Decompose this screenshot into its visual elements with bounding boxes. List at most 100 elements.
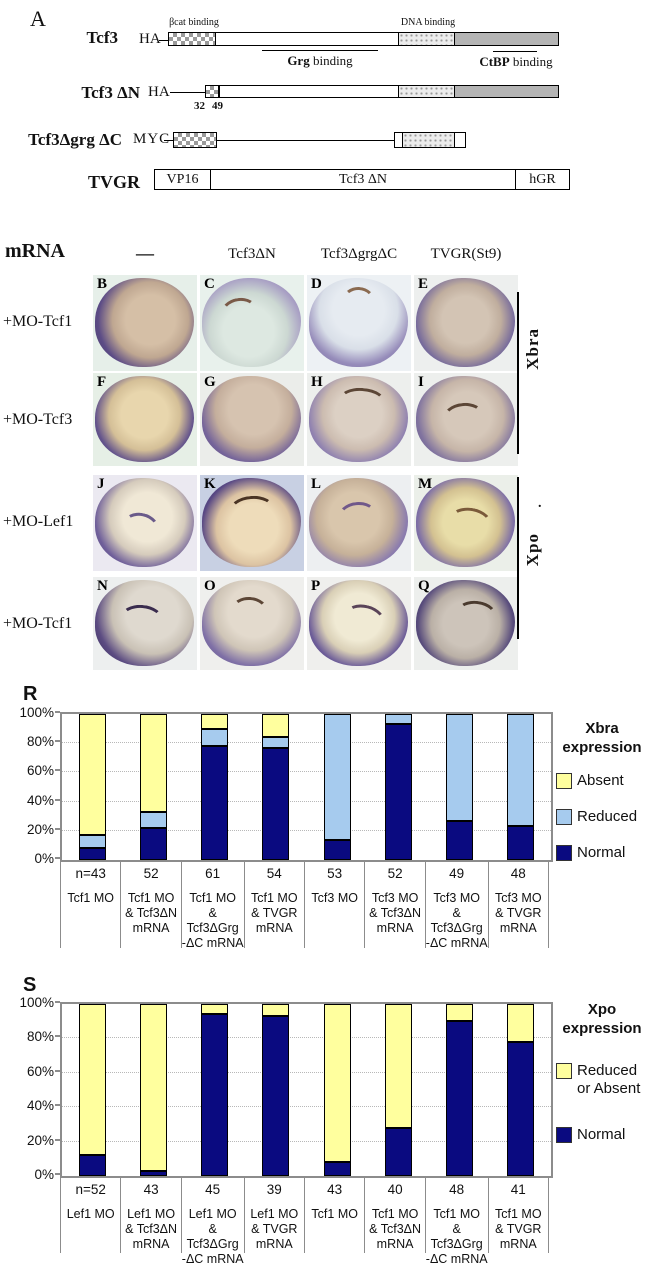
tvgr-vp16-segment: VP16 xyxy=(155,170,211,189)
embryo-letter-H: H xyxy=(311,374,323,390)
legend-label: Absent xyxy=(577,772,624,789)
connector-line xyxy=(164,140,173,141)
chart-xpo: S 0% 20% 40% 60% 80% 100% n=52 Lef1 MO 43 Lef1 MO… xyxy=(0,960,647,1280)
gridline-80 xyxy=(62,1037,551,1039)
tag-ha-1: HA xyxy=(139,31,161,47)
category-cell-8: 41 Tcf1 MO & TVGR mRNA xyxy=(489,1176,549,1253)
row-label-mo-tcf1: +MO-Tcf1 xyxy=(3,313,73,330)
sample-size: n=43 xyxy=(75,866,106,881)
embryo-panel-C: C xyxy=(200,275,304,371)
gridline-40 xyxy=(62,1106,551,1108)
bar-segment-normal xyxy=(445,820,473,860)
category-label: Tcf1 MO & Tcf3ΔN mRNA xyxy=(369,1207,422,1251)
embryo-image-K xyxy=(202,477,301,568)
y-tick-label-0: 0% xyxy=(34,851,54,866)
category-label: Lef1 MO & TVGR mRNA xyxy=(250,1207,299,1251)
embryo-letter-C: C xyxy=(204,276,215,292)
tcf3-domain-bar xyxy=(168,32,559,46)
y-tick-label-60: 60% xyxy=(26,763,54,779)
tcf3dgrgdc-end-box xyxy=(394,132,466,148)
embryo-image-P xyxy=(309,579,408,667)
y-tick-mark xyxy=(55,857,60,859)
stacked-bar-4 xyxy=(262,714,290,860)
hgr-label: hGR xyxy=(529,171,556,187)
category-axis: n=43 Tcf1 MO 52 Tcf1 MO & Tcf3ΔN mRNA 61 Tcf1 M… xyxy=(60,860,549,950)
tag-ha-2: HA xyxy=(148,84,170,100)
bar-segment-normal xyxy=(140,1170,168,1176)
bar-segment-reduced-or-absent xyxy=(384,1004,412,1128)
category-cell-3: 61 Tcf1 MO & Tcf3ΔGrg -ΔC mRNA xyxy=(182,860,245,950)
embryo-image-N xyxy=(95,579,194,667)
bar-segment-reduced-or-absent xyxy=(262,1004,290,1017)
legend-color-chip xyxy=(556,1127,572,1143)
bar-segment-reduced xyxy=(79,835,107,849)
construct-name-tcf3: Tcf3 xyxy=(86,28,119,47)
legend-item-absent: Absent xyxy=(556,772,647,790)
stacked-bar-1 xyxy=(79,714,107,860)
bar-segment-absent xyxy=(201,714,229,729)
sample-size: 41 xyxy=(510,1182,526,1197)
embryo-panel-J: J xyxy=(93,475,197,571)
legend-item-normal: Normal xyxy=(556,844,647,862)
dna-binding-domain xyxy=(398,33,455,45)
category-label: Tcf3 MO & Tcf3ΔGrg -ΔC mRNA xyxy=(425,891,488,950)
embryo-panel-B: B xyxy=(93,275,197,371)
xbra-bracket-line xyxy=(517,292,519,454)
column-header-none: — xyxy=(136,243,154,263)
y-tick-mark xyxy=(55,1035,60,1038)
embryo-panel-K: K xyxy=(200,475,304,571)
connector-line xyxy=(170,92,205,93)
dna-binding-domain xyxy=(398,86,455,97)
embryo-image-Q xyxy=(416,579,515,667)
bar-segment-normal xyxy=(384,1127,412,1176)
bar-segment-reduced xyxy=(323,714,351,840)
stacked-bar-6 xyxy=(384,1004,412,1176)
bar-segment-normal xyxy=(262,1016,290,1176)
embryo-panel-O: O xyxy=(200,577,304,670)
gridline-60 xyxy=(62,771,551,773)
y-tick-mark xyxy=(55,1138,60,1141)
sample-size: 40 xyxy=(387,1182,403,1197)
y-tick-mark xyxy=(55,711,60,713)
bar-segment-reduced xyxy=(262,737,290,748)
bar-segment-normal xyxy=(506,1041,534,1176)
bar-segment-normal xyxy=(323,1162,351,1176)
gridline-80 xyxy=(62,742,551,744)
tvgr-bar: VP16 Tcf3 ΔN hGR xyxy=(154,169,570,190)
bar-segment-reduced-or-absent xyxy=(201,1004,229,1015)
embryo-letter-J: J xyxy=(97,476,105,492)
stacked-bar-4 xyxy=(262,1004,290,1176)
stacked-bar-5 xyxy=(323,1004,351,1176)
y-tick-label-40: 40% xyxy=(26,792,54,808)
embryo-panel-L: L xyxy=(307,475,411,571)
embryo-grid-section: mRNA — Tcf3ΔN Tcf3ΔgrgΔC TVGR(St9) +MO-T… xyxy=(0,238,647,674)
category-label: Lef1 MO xyxy=(66,1207,115,1221)
tvgr-tcf3dn-segment: Tcf3 ΔN xyxy=(211,170,516,189)
embryo-letter-K: K xyxy=(204,476,216,492)
category-cell-6: 52 Tcf3 MO & Tcf3ΔN mRNA xyxy=(365,860,426,948)
column-header-tcf3dn: Tcf3ΔN xyxy=(228,246,276,262)
y-tick-mark xyxy=(55,827,60,830)
gridline-40 xyxy=(62,800,551,802)
bar-segment-reduced xyxy=(140,811,168,828)
embryo-letter-Q: Q xyxy=(418,578,430,594)
xbra-side-label: Xbra xyxy=(523,328,542,370)
y-tick-mark xyxy=(55,1104,60,1107)
embryo-image-E xyxy=(416,277,515,368)
category-axis: n=52 Lef1 MO 43 Lef1 MO & Tcf3ΔN mRNA 45 Lef1 M… xyxy=(60,1176,549,1266)
construct-name-tcf3dgrgdc: Tcf3Δgrg ΔC xyxy=(28,130,122,149)
embryo-letter-B: B xyxy=(97,276,108,292)
end-box-white-right xyxy=(455,133,465,147)
construct-name-tcf3dn: Tcf3 ΔN xyxy=(81,83,140,102)
embryo-panel-E: E xyxy=(414,275,518,371)
row-label-mo-tcf3: +MO-Tcf3 xyxy=(3,411,73,428)
embryo-panel-F: F xyxy=(93,373,197,466)
embryo-letter-P: P xyxy=(311,578,321,594)
sample-size: 48 xyxy=(449,1182,465,1197)
bar-segment-reduced-or-absent xyxy=(79,1004,107,1156)
embryo-letter-G: G xyxy=(204,374,216,390)
panel-s-letter: S xyxy=(23,974,37,996)
category-cell-1: n=43 Tcf1 MO xyxy=(60,860,122,948)
y-tick-label-100: 100% xyxy=(19,995,54,1010)
category-label: Tcf1 MO xyxy=(311,1207,358,1221)
